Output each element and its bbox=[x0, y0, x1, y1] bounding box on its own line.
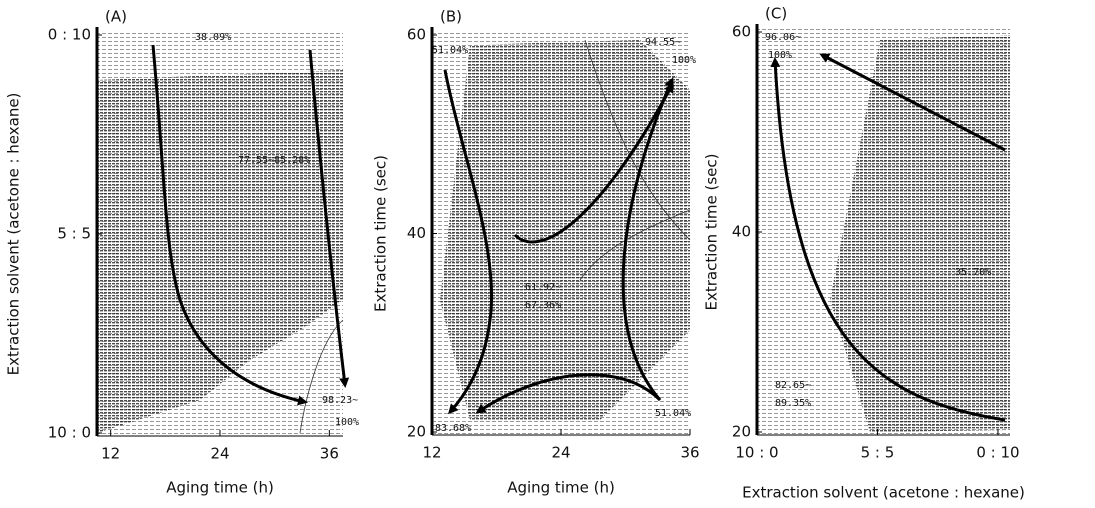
annotation: 96.06~ bbox=[765, 32, 801, 43]
y-tick-label: 40 bbox=[732, 223, 751, 241]
x-tick-label: 24 bbox=[210, 445, 229, 463]
y-tick-label: 5 : 5 bbox=[57, 225, 91, 243]
x-tick-label: 12 bbox=[422, 444, 441, 462]
x-tick-label: 36 bbox=[680, 444, 699, 462]
x-tick-label: 24 bbox=[551, 444, 570, 462]
annotation: 67.36% bbox=[525, 300, 561, 311]
y-tick-label: 60 bbox=[732, 23, 751, 41]
y-tick-label: 0 : 10 bbox=[48, 26, 91, 44]
arrow bbox=[151, 44, 308, 406]
annotation: 89.35% bbox=[775, 398, 811, 409]
x-tick-label: 10 : 0 bbox=[735, 444, 778, 462]
panel-label: (A) bbox=[105, 8, 127, 26]
arrow bbox=[770, 57, 1006, 422]
panel-label: (C) bbox=[765, 5, 787, 23]
y-axis-label: Extraction solvent (acetone : hexane) bbox=[5, 93, 23, 376]
contour-line bbox=[299, 319, 344, 434]
annotation: 77.55~85.28% bbox=[238, 155, 310, 166]
annotation: 100% bbox=[768, 50, 792, 61]
arrow bbox=[621, 77, 674, 401]
arrow bbox=[513, 82, 674, 244]
y-tick-label: 60 bbox=[407, 26, 426, 44]
x-axis-label: Aging time (h) bbox=[507, 479, 615, 497]
contour-line bbox=[579, 209, 691, 281]
annotation: 100% bbox=[672, 55, 696, 66]
annotation: 82.65~ bbox=[775, 380, 811, 391]
y-axis-label: Extraction time (sec) bbox=[372, 155, 390, 312]
annotation: 94.55~ bbox=[645, 37, 681, 48]
annotation: 51.04% bbox=[655, 408, 691, 419]
y-tick-label: 10 : 0 bbox=[48, 424, 91, 442]
annotation: 83.68% bbox=[435, 423, 471, 434]
annotation: 38.09% bbox=[195, 32, 231, 43]
annotation: 98.23~ bbox=[322, 395, 358, 406]
x-axis-label: Extraction solvent (acetone : hexane) bbox=[742, 484, 1025, 502]
arrow bbox=[443, 69, 494, 415]
arrow bbox=[308, 49, 350, 388]
x-tick-label: 0 : 10 bbox=[976, 444, 1019, 462]
annotation: 61.92~ bbox=[525, 282, 561, 293]
annotation: 100% bbox=[335, 417, 359, 428]
x-axis-label: Aging time (h) bbox=[166, 479, 274, 497]
x-tick-label: 5 : 5 bbox=[861, 444, 895, 462]
y-axis-label: Extraction time (sec) bbox=[703, 154, 721, 311]
y-tick-label: 20 bbox=[732, 423, 751, 441]
annotation: 35.70% bbox=[955, 267, 991, 278]
dense-texture bbox=[97, 70, 343, 433]
x-tick-label: 36 bbox=[320, 445, 339, 463]
dense-texture bbox=[830, 35, 1010, 432]
panel-label: (B) bbox=[440, 8, 462, 26]
contour-line bbox=[584, 39, 691, 241]
arrow bbox=[475, 373, 662, 414]
x-tick-label: 12 bbox=[101, 445, 120, 463]
annotation: 51.04% bbox=[432, 45, 468, 56]
y-tick-label: 40 bbox=[407, 224, 426, 242]
y-tick-label: 20 bbox=[407, 423, 426, 441]
arrow bbox=[819, 53, 1006, 152]
